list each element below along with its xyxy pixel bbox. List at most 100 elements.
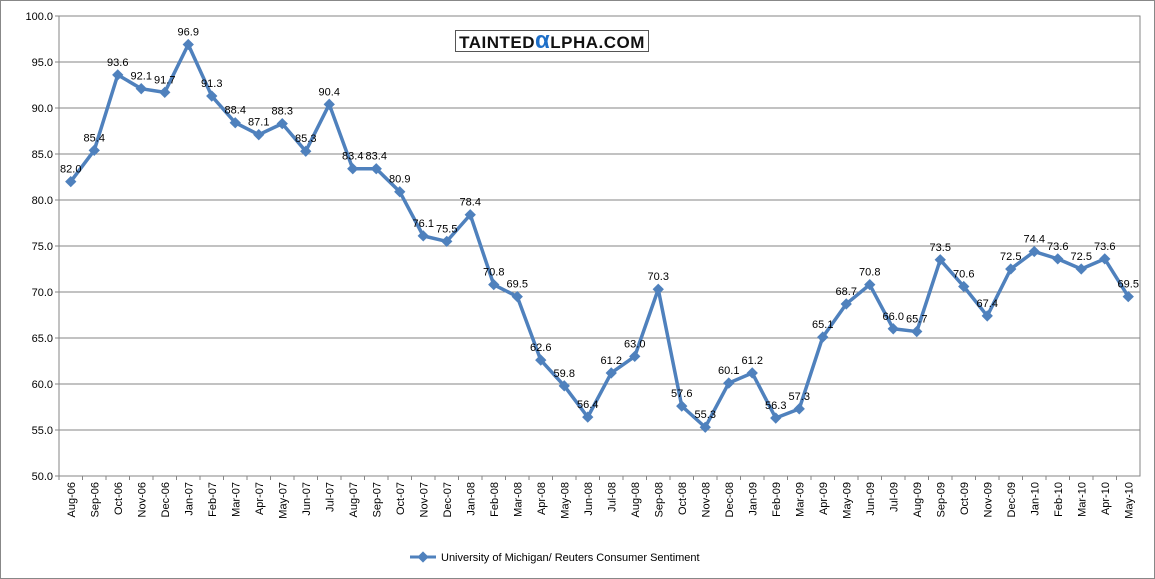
data-point	[1028, 245, 1040, 258]
x-tick-label: Oct-08	[677, 482, 689, 515]
data-label: 93.6	[107, 57, 128, 69]
data-label: 70.8	[859, 267, 880, 279]
data-point	[417, 230, 429, 242]
data-point	[347, 163, 359, 175]
data-point	[911, 325, 923, 338]
x-tick-label: Sep-07	[371, 482, 383, 517]
y-tick-label: 80.0	[32, 195, 53, 207]
logo-text: TAINTED	[459, 33, 535, 52]
x-tick-label: Nov-08	[700, 482, 712, 517]
data-label: 72.5	[1000, 251, 1021, 263]
data-label: 66.0	[883, 311, 904, 323]
data-point	[981, 310, 993, 322]
x-tick-label: Nov-06	[136, 482, 148, 517]
x-tick-label: Jul-09	[888, 482, 900, 512]
x-tick-label: Feb-08	[489, 482, 501, 517]
data-label: 70.6	[953, 268, 974, 280]
x-tick-label: Sep-06	[89, 482, 101, 517]
data-label: 62.6	[530, 342, 551, 354]
data-label: 82.0	[60, 164, 81, 176]
x-tick-label: May-09	[841, 482, 853, 519]
x-tick-label: Feb-10	[1053, 482, 1065, 517]
data-label: 65.7	[906, 314, 927, 326]
data-label: 56.4	[577, 399, 598, 411]
data-point	[1052, 253, 1064, 265]
series-line	[69, 42, 1130, 429]
data-point	[300, 145, 312, 157]
data-label: 67.4	[977, 298, 998, 310]
data-label: 83.4	[342, 151, 363, 163]
data-label: 63.0	[624, 338, 645, 350]
tainted-alpha-logo: TAINTEDαLPHA.COM	[455, 29, 649, 53]
data-label: 85.3	[295, 133, 316, 145]
legend-marker	[417, 551, 429, 563]
y-tick-label: 70.0	[32, 287, 53, 299]
data-label: 61.2	[742, 355, 763, 367]
x-tick-label: Aug-08	[630, 482, 642, 517]
data-label: 70.8	[483, 267, 504, 279]
x-tick-label: Feb-07	[207, 482, 219, 517]
data-point	[770, 412, 782, 424]
y-tick-label: 65.0	[32, 333, 53, 345]
data-point	[511, 290, 523, 303]
x-tick-label: Jul-08	[606, 482, 618, 512]
data-point	[699, 421, 711, 433]
x-tick-label: Apr-10	[1100, 482, 1112, 515]
data-point	[817, 331, 829, 343]
data-label: 88.4	[225, 105, 246, 117]
data-point	[840, 298, 852, 310]
data-label: 80.9	[389, 174, 410, 186]
data-label: 88.3	[272, 106, 293, 118]
x-tick-label: Jan-07	[183, 482, 195, 516]
data-label: 78.4	[460, 197, 481, 209]
data-label: 72.5	[1071, 251, 1092, 263]
data-label: 85.4	[84, 132, 105, 144]
x-tick-label: May-10	[1123, 482, 1135, 519]
data-label: 70.3	[648, 271, 669, 283]
x-tick-label: Jan-09	[747, 482, 759, 516]
data-label: 83.4	[366, 151, 387, 163]
data-label: 74.4	[1024, 234, 1045, 246]
y-tick-label: 75.0	[32, 241, 53, 253]
data-point	[488, 278, 500, 291]
data-point	[1099, 253, 1111, 265]
x-tick-label: Jun-07	[301, 482, 313, 516]
legend-label: University of Michigan/ Reuters Consumer…	[441, 552, 700, 564]
data-point	[582, 411, 594, 423]
x-tick-label: Sep-08	[653, 482, 665, 517]
data-label: 73.6	[1094, 241, 1115, 253]
data-point	[887, 323, 899, 335]
data-label: 92.1	[131, 71, 152, 83]
y-tick-label: 95.0	[32, 57, 53, 69]
data-point	[605, 367, 617, 379]
x-tick-label: Mar-07	[230, 482, 242, 517]
data-label: 73.6	[1047, 241, 1068, 253]
x-tick-label: Mar-08	[512, 482, 524, 517]
y-tick-label: 50.0	[32, 471, 53, 483]
x-tick-label: Nov-07	[418, 482, 430, 517]
data-label: 69.5	[1118, 279, 1139, 291]
data-point	[441, 235, 453, 248]
data-label: 56.3	[765, 400, 786, 412]
data-point	[370, 163, 382, 175]
x-tick-label: Jun-09	[865, 482, 877, 516]
data-label: 91.3	[201, 78, 222, 90]
data-label: 76.1	[413, 218, 434, 230]
y-tick-label: 55.0	[32, 425, 53, 437]
data-label: 69.5	[507, 279, 528, 291]
data-label: 55.3	[695, 409, 716, 421]
x-tick-label: Apr-09	[818, 482, 830, 515]
x-tick-label: Aug-06	[66, 482, 78, 517]
x-tick-label: Jul-07	[324, 482, 336, 512]
data-point	[535, 354, 547, 366]
y-tick-label: 85.0	[32, 149, 53, 161]
y-tick-label: 60.0	[32, 379, 53, 391]
x-tick-label: Apr-08	[536, 482, 548, 515]
x-tick-label: Jan-08	[465, 482, 477, 516]
data-point	[1122, 290, 1134, 303]
data-point	[629, 350, 641, 363]
data-label: 57.3	[789, 391, 810, 403]
x-tick-label: Sep-09	[935, 482, 947, 517]
data-point	[958, 280, 970, 293]
